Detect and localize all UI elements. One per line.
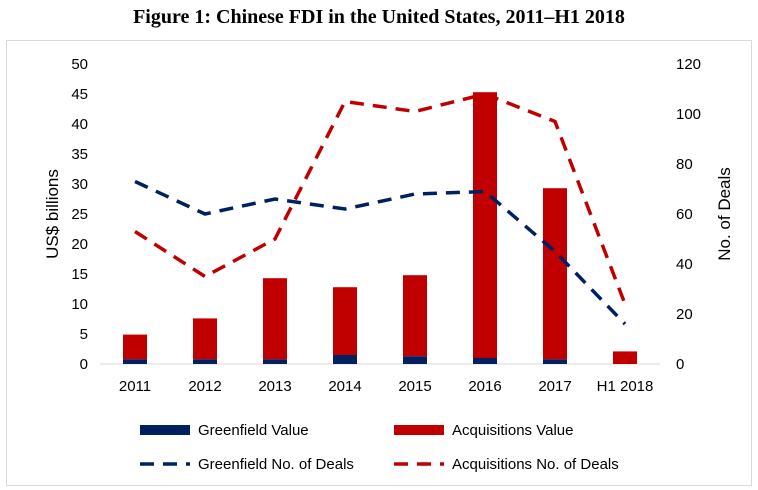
y-tick-label: 5 (80, 326, 88, 343)
y-axis-title: US$ billions (43, 169, 62, 259)
y-tick-label: 15 (71, 266, 88, 283)
bar-acquisitions-value (473, 92, 497, 358)
bar-greenfield-value (123, 359, 147, 364)
y2-tick-label: 60 (676, 206, 693, 223)
legend-label-greenfield-value: Greenfield Value (198, 422, 309, 439)
x-tick-label: 2013 (258, 378, 291, 395)
x-tick-label: H1 2018 (597, 378, 654, 395)
x-tick-label: 2012 (188, 378, 221, 395)
x-tick-label: 2017 (538, 378, 571, 395)
bar-acquisitions-value (193, 318, 217, 360)
bar-greenfield-value (543, 359, 567, 364)
legend-swatch-greenfield-value (140, 425, 190, 435)
legend-swatch-acquisitions-value (394, 425, 444, 435)
line-greenfield-no-of-deals (134, 179, 627, 326)
y-tick-label: 45 (71, 86, 88, 103)
bar-acquisitions-value (263, 278, 287, 360)
y-tick-label: 30 (71, 176, 88, 193)
bar-acquisitions-value (543, 188, 567, 360)
y-tick-label: 40 (71, 116, 88, 133)
legend-label-greenfield-no-of-deals: Greenfield No. of Deals (198, 456, 354, 473)
y2-tick-label: 100 (676, 106, 701, 123)
legend-label-acquisitions-value: Acquisitions Value (452, 422, 573, 439)
y-tick-label: 35 (71, 146, 88, 163)
chart-frame (6, 40, 752, 486)
bar-greenfield-value (333, 355, 357, 364)
y-tick-label: 0 (80, 356, 88, 373)
y2-tick-label: 120 (676, 56, 701, 73)
x-tick-label: 2014 (328, 378, 361, 395)
bar-acquisitions-value (333, 287, 357, 355)
y-tick-label: 20 (71, 236, 88, 253)
y2-tick-label: 20 (676, 306, 693, 323)
y2-tick-label: 0 (676, 356, 684, 373)
bar-greenfield-value (403, 356, 427, 364)
y2-tick-label: 40 (676, 256, 693, 273)
y-tick-label: 10 (71, 296, 88, 313)
y-tick-label: 25 (71, 206, 88, 223)
bar-greenfield-value (193, 359, 217, 364)
chart-title: Figure 1: Chinese FDI in the United Stat… (133, 6, 625, 28)
y-tick-label: 50 (71, 56, 88, 73)
bar-greenfield-value (263, 359, 287, 364)
x-tick-label: 2015 (398, 378, 431, 395)
y2-axis-title: No. of Deals (715, 167, 734, 261)
bar-acquisitions-value (613, 351, 637, 364)
bar-acquisitions-value (123, 334, 147, 360)
y2-tick-label: 80 (676, 156, 693, 173)
line-acquisitions-no-of-deals (134, 92, 627, 305)
x-tick-label: 2011 (119, 378, 151, 395)
legend-label-acquisitions-no-of-deals: Acquisitions No. of Deals (452, 456, 619, 473)
bar-greenfield-value (473, 358, 497, 364)
x-tick-label: 2016 (468, 378, 501, 395)
bar-acquisitions-value (403, 275, 427, 357)
